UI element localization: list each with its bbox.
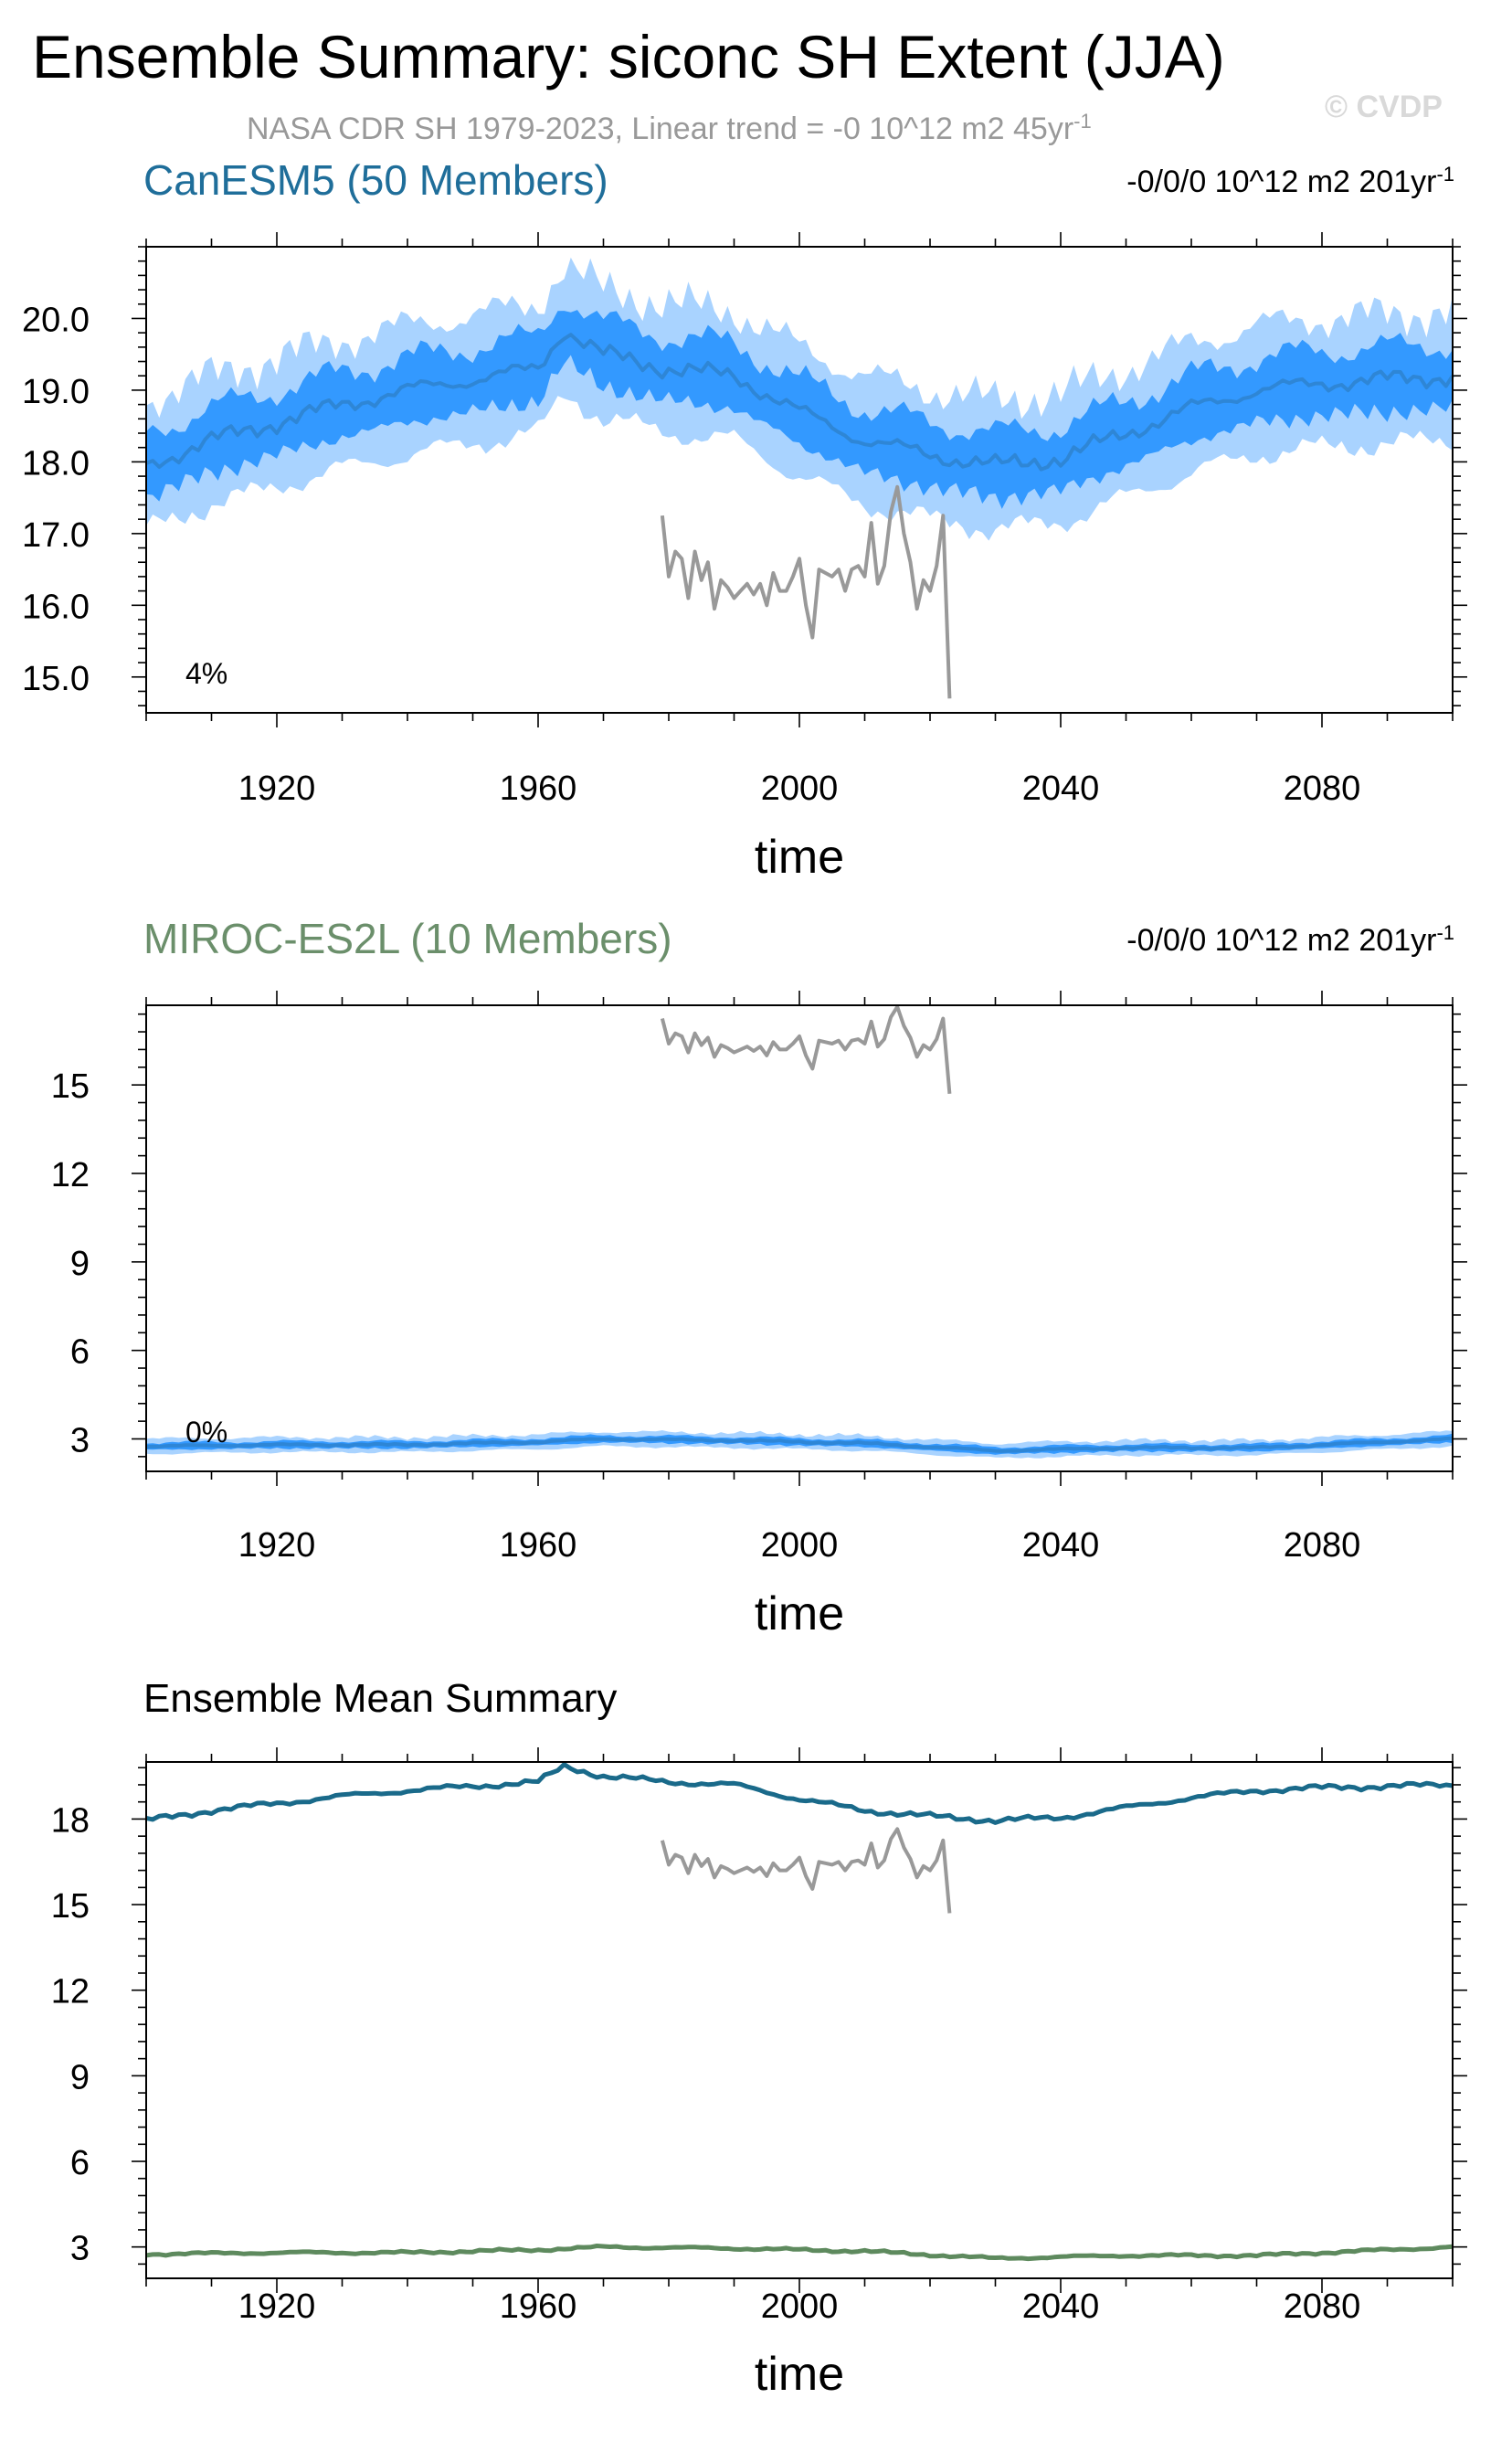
- canesm5-mean-line: [145, 1762, 1454, 1825]
- y-tick-label: 20.0: [22, 301, 90, 339]
- panel-title: CanESM5 (50 Members): [143, 156, 608, 204]
- figure-subtitle-text: NASA CDR SH 1979-2023, Linear trend = -0…: [247, 111, 1073, 146]
- figure-title: Ensemble Summary: siconc SH Extent (JJA): [32, 23, 1225, 90]
- observation-line: [660, 1827, 952, 1914]
- trend-label-sup: -1: [1436, 163, 1454, 186]
- x-tick-label: 2000: [761, 769, 839, 808]
- x-tick-label: 1960: [500, 769, 577, 808]
- y-tick-label: 15: [51, 1067, 90, 1106]
- trend-label-text: -0/0/0 10^12 m2 201yr: [1126, 165, 1436, 199]
- x-tick-label: 1960: [500, 1526, 577, 1565]
- y-tick-label: 19.0: [22, 373, 90, 411]
- observation-line: [660, 484, 952, 699]
- x-tick-label: 2080: [1284, 1526, 1361, 1565]
- panel-ensemble-mean: Ensemble Mean Summary 3 6 9 12 15 18 1920 1960 20…: [51, 1676, 1467, 2401]
- panel-title: MIROC-ES2L (10 Members): [143, 915, 672, 962]
- plot-area-border: [145, 1761, 1454, 2279]
- x-tick-label: 2040: [1022, 769, 1100, 808]
- ensemble-mean-line: [145, 1436, 1454, 1453]
- miroc-es2l-mean-line: [145, 2244, 1454, 2262]
- trend-label-sup: -1: [1436, 921, 1454, 944]
- x-tick-label: 1920: [238, 2287, 316, 2326]
- y-tick-label: 6: [70, 1333, 90, 1372]
- x-tick-label: 2040: [1022, 2287, 1100, 2326]
- y-tick-label: 17.0: [22, 516, 90, 555]
- x-tick-label: 1920: [238, 769, 316, 808]
- x-axis-label: time: [755, 1587, 844, 1640]
- percent-rank-label: 0%: [185, 1416, 227, 1449]
- x-axis-label: time: [755, 831, 844, 884]
- panel-miroc-es2l: MIROC-ES2L (10 Members) -0/0/0 10^12 m2 2…: [51, 915, 1467, 1640]
- y-tick-label: 18.0: [22, 444, 90, 483]
- y-tick-label: 3: [70, 1421, 90, 1459]
- y-tick-label: 12: [51, 1973, 90, 2011]
- trend-label: -0/0/0 10^12 m2 201yr-1: [1126, 921, 1454, 958]
- x-axis-label: time: [755, 2348, 844, 2401]
- y-tick-label: 9: [70, 2058, 90, 2096]
- x-tick-label: 2000: [761, 2287, 839, 2326]
- y-tick-label: 16.0: [22, 588, 90, 626]
- y-tick-label: 18: [51, 1801, 90, 1840]
- y-tick-label: 3: [70, 2230, 90, 2268]
- x-tick-label: 1960: [500, 2287, 577, 2326]
- percent-rank-label: 4%: [185, 657, 227, 690]
- x-tick-label: 1920: [238, 1526, 316, 1565]
- x-tick-label: 2000: [761, 1526, 839, 1565]
- trend-label-text: -0/0/0 10^12 m2 201yr: [1126, 923, 1436, 958]
- panel-canesm5: CanESM5 (50 Members) -0/0/0 10^12 m2 201y…: [22, 156, 1467, 884]
- plot-area-border: [145, 246, 1454, 714]
- x-tick-label: 2040: [1022, 1526, 1100, 1565]
- figure-subtitle: NASA CDR SH 1979-2023, Linear trend = -0…: [247, 110, 1092, 146]
- y-tick-label: 9: [70, 1245, 90, 1283]
- x-tick-label: 2080: [1284, 2287, 1361, 2326]
- y-tick-label: 6: [70, 2144, 90, 2182]
- figure-subtitle-sup: -1: [1073, 110, 1092, 133]
- cvdp-watermark: © CVDP: [1325, 90, 1443, 124]
- panel-title: Ensemble Mean Summary: [143, 1676, 617, 1721]
- x-tick-label: 2080: [1284, 769, 1361, 808]
- trend-label: -0/0/0 10^12 m2 201yr-1: [1126, 163, 1454, 199]
- y-tick-label: 15.0: [22, 660, 90, 698]
- y-tick-label: 12: [51, 1156, 90, 1194]
- plot-area-border: [145, 1004, 1454, 1472]
- ensemble-mean-line: [145, 333, 1454, 472]
- y-tick-label: 15: [51, 1887, 90, 1926]
- observation-line: [660, 1004, 952, 1094]
